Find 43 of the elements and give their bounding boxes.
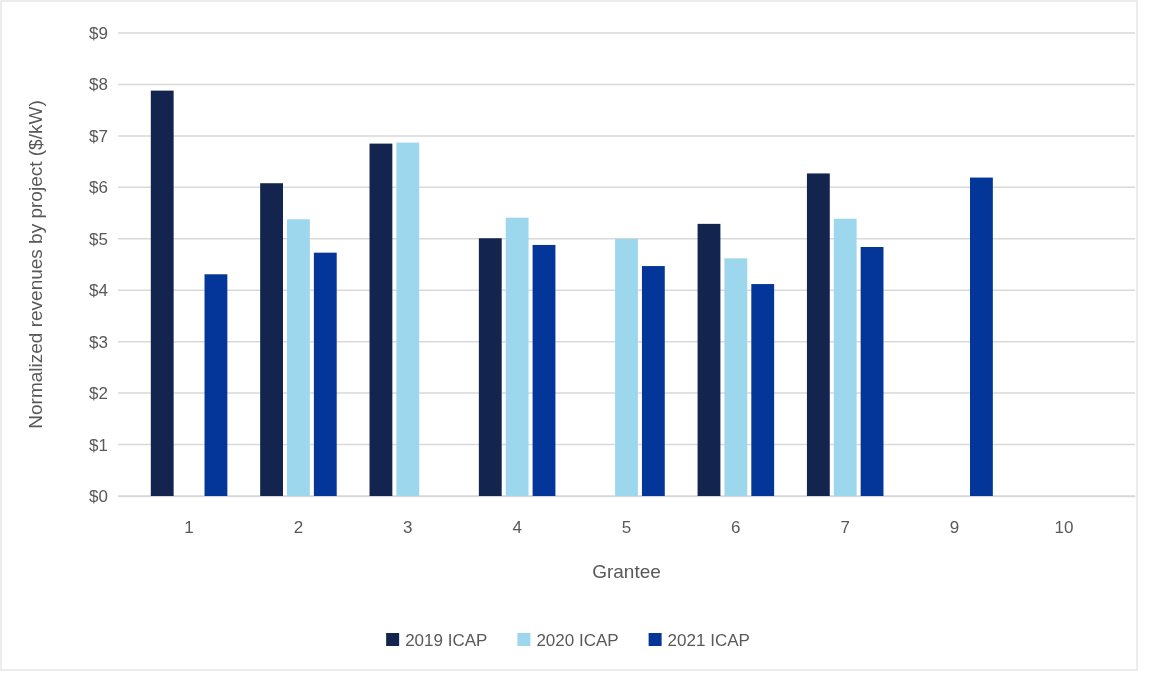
- x-tick-label: 10: [1054, 518, 1074, 538]
- y-tick-label: $3: [89, 332, 108, 352]
- bar: [150, 90, 174, 496]
- x-tick-label: 9: [949, 518, 960, 538]
- x-tick-label: 4: [512, 518, 522, 538]
- x-tick-label: 2: [293, 518, 304, 538]
- bar: [641, 266, 665, 496]
- x-tick-label: 3: [403, 518, 413, 538]
- bar: [313, 252, 337, 496]
- x-tick-label: 7: [840, 518, 850, 538]
- legend-label: 2020 ICAP: [536, 631, 619, 650]
- bar: [396, 142, 420, 496]
- x-tick-label: 6: [731, 518, 741, 538]
- legend-label: 2019 ICAP: [405, 631, 488, 650]
- x-tick-label: 1: [184, 518, 194, 538]
- x-tick-label: 5: [621, 518, 632, 538]
- y-tick-label: $2: [89, 384, 108, 404]
- bar: [724, 258, 748, 496]
- y-tick-label: $1: [89, 435, 108, 455]
- bar: [505, 217, 529, 496]
- bar: [478, 238, 502, 496]
- bar: [860, 247, 884, 496]
- y-tick-label: $9: [89, 23, 108, 43]
- y-tick-label: $5: [89, 229, 108, 249]
- bar: [369, 143, 393, 496]
- bar: [260, 183, 283, 496]
- x-axis-title: Grantee: [592, 561, 661, 582]
- bar: [697, 223, 721, 496]
- bar: [287, 219, 310, 496]
- y-tick-label: $7: [89, 126, 108, 146]
- bar: [970, 177, 993, 496]
- bar: [833, 218, 857, 496]
- bar: [204, 274, 228, 496]
- y-tick-label: $6: [89, 178, 108, 198]
- bar: [806, 173, 830, 496]
- y-tick-label: $8: [89, 75, 108, 95]
- y-axis-title: Normalized revenues by project ($/kW): [25, 100, 46, 429]
- y-tick-label: $4: [89, 281, 108, 301]
- bar: [615, 238, 638, 496]
- legend-label: 2021 ICAP: [667, 631, 750, 650]
- bar: [532, 244, 556, 496]
- y-tick-label: $0: [89, 486, 108, 506]
- bar: [751, 284, 775, 496]
